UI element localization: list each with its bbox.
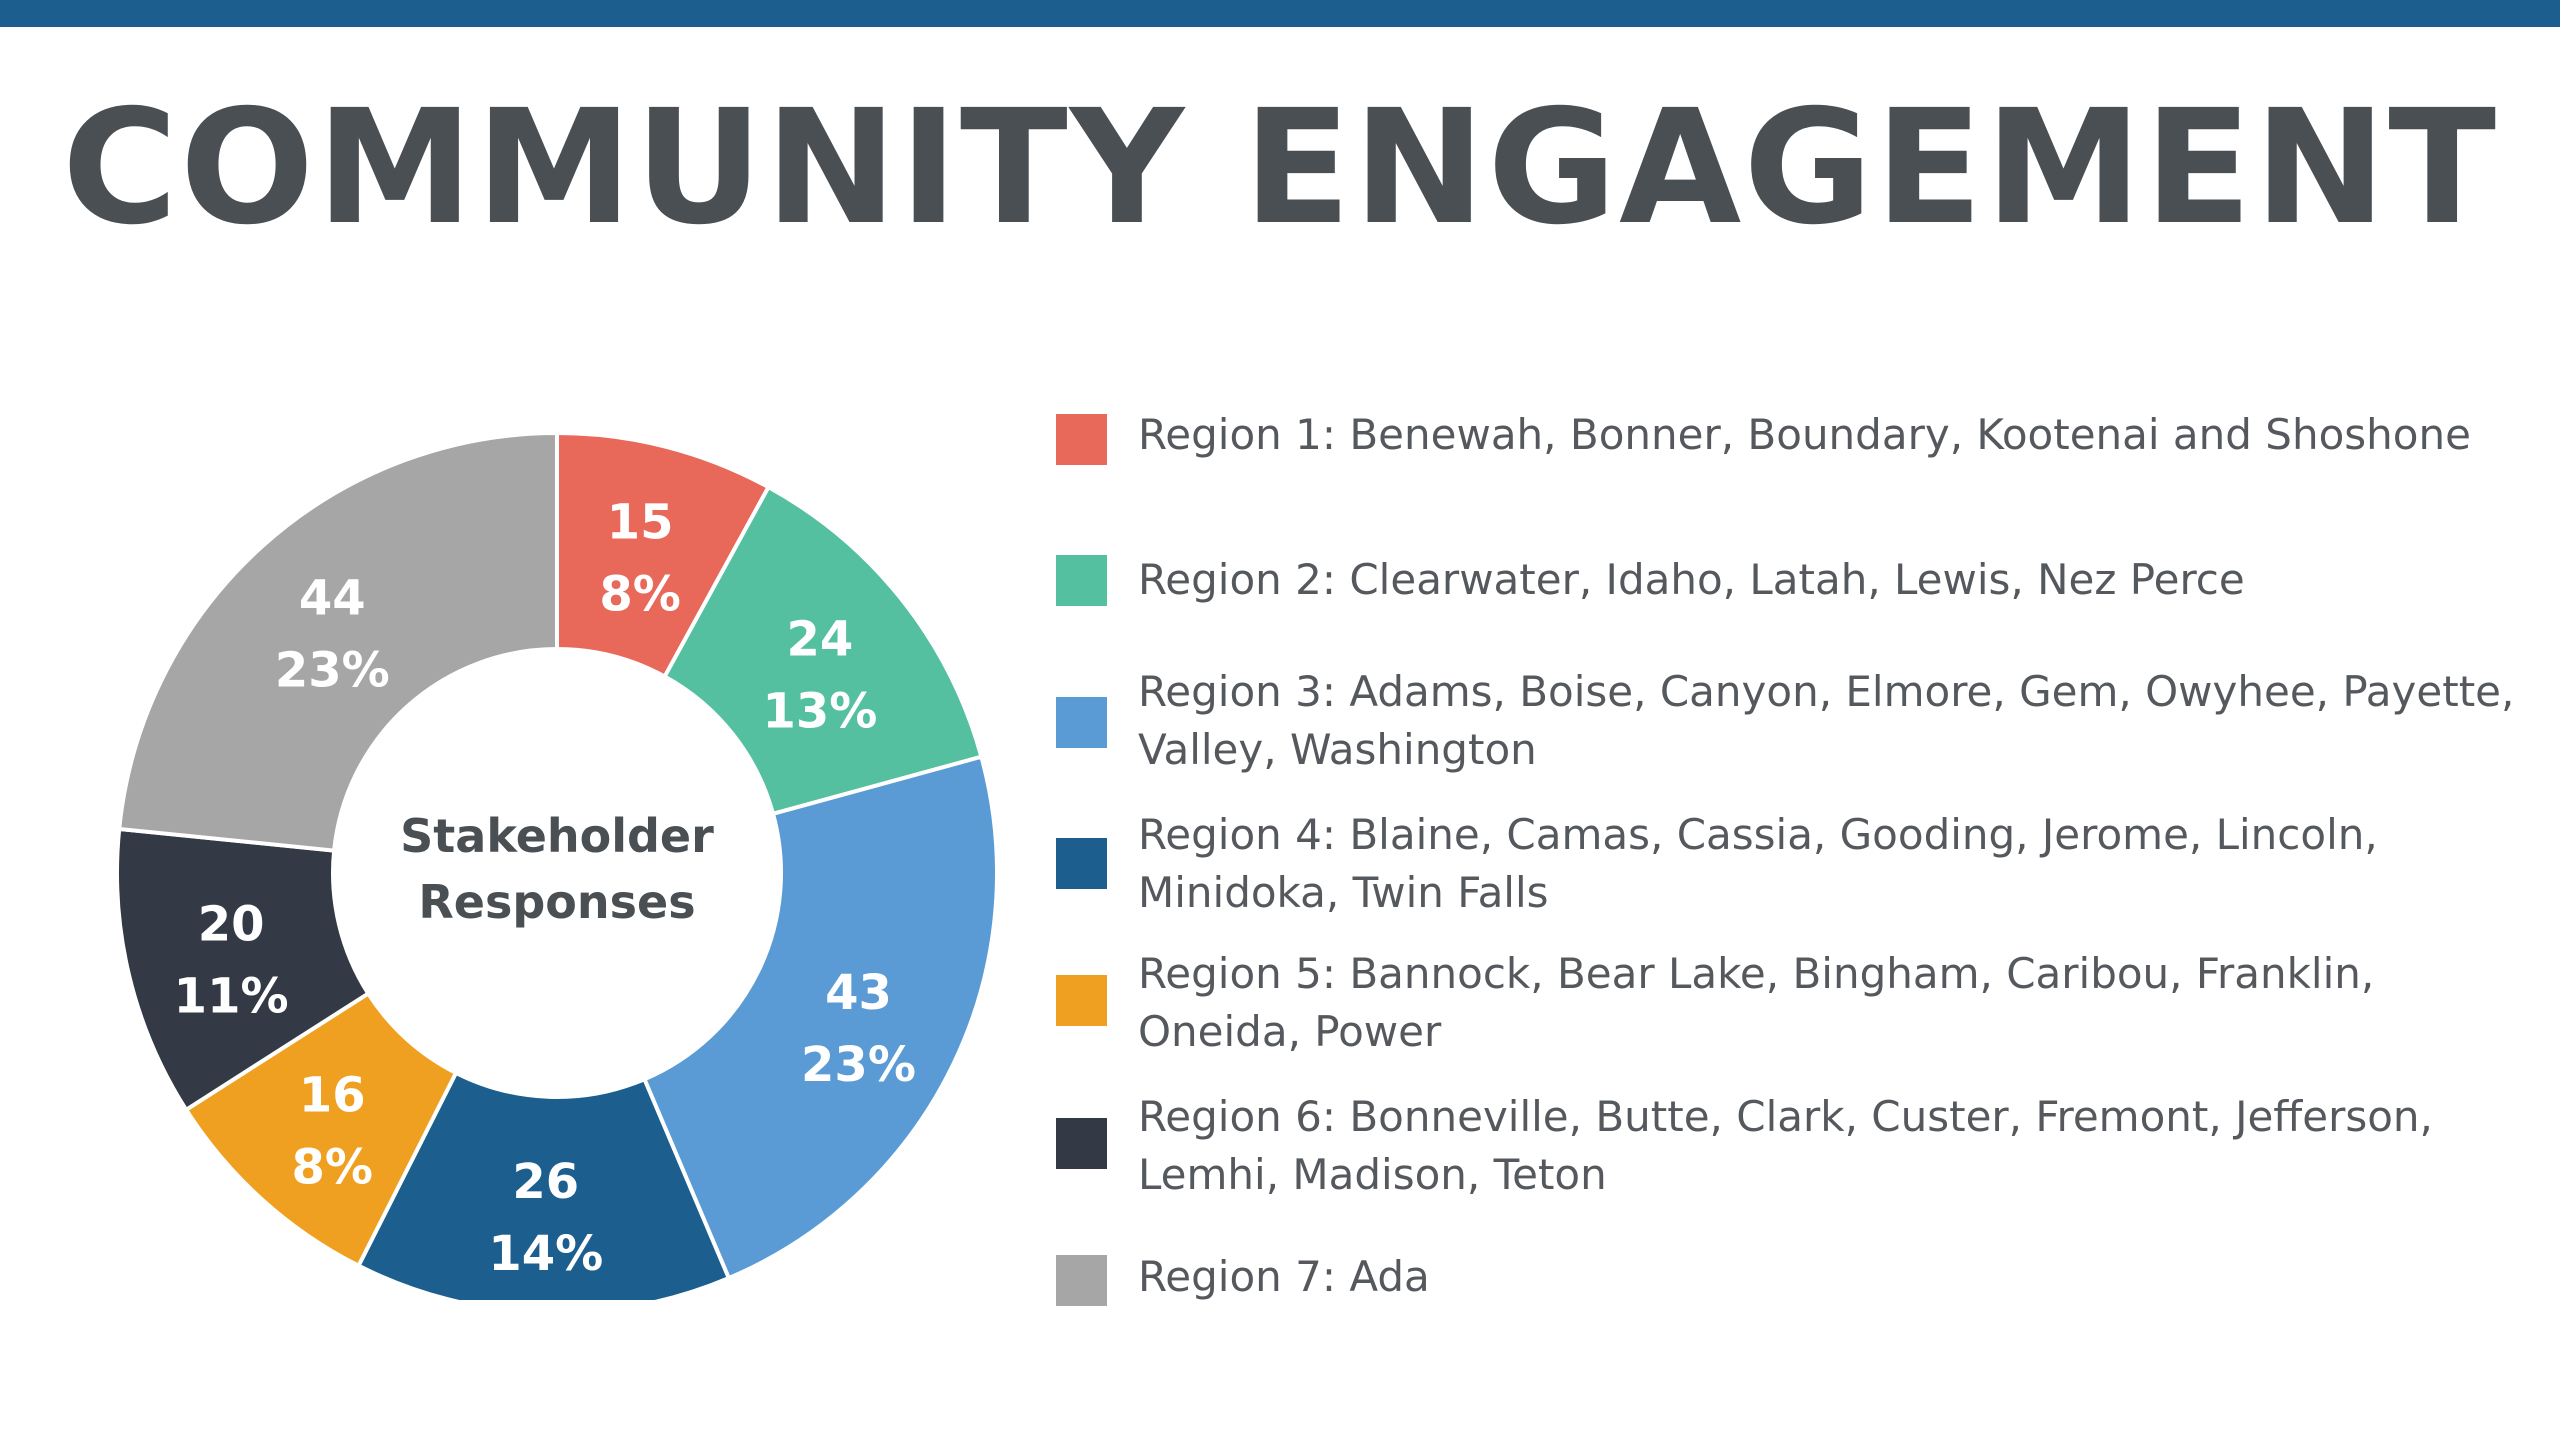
legend-label-region-4: Region 4: Blaine, Camas, Cassia, Gooding… — [1138, 810, 2378, 917]
legend-swatch-region-1 — [1056, 414, 1107, 465]
donut-slice-region-7 — [117, 430, 559, 853]
slice-percent-label-region-6: 11% — [174, 969, 289, 1025]
chart-legend: Region 1: Benewah, Bonner, Boundary, Koo… — [1056, 0, 2536, 1440]
legend-label-region-2: Region 2: Clearwater, Idaho, Latah, Lewi… — [1138, 555, 2245, 604]
slice-value-label-region-4: 26 — [512, 1154, 579, 1210]
slice-value-label-region-3: 43 — [825, 965, 892, 1021]
donut-slice-region-2 — [661, 484, 984, 817]
slice-percent-label-region-7: 23% — [275, 643, 390, 699]
center-label-line-2: Responses — [418, 875, 695, 929]
donut-slices — [115, 430, 999, 1300]
slice-percent-label-region-2: 13% — [762, 683, 877, 739]
slice-value-label-region-7: 44 — [299, 571, 366, 627]
donut-slice-region-3 — [641, 754, 999, 1281]
legend-label-region-1: Region 1: Benewah, Bonner, Boundary, Koo… — [1138, 410, 2471, 459]
legend-swatch-region-2 — [1056, 555, 1107, 606]
donut-slice-labels: 15 8% 24 13% 43 23% 26 14% 16 8% 20 11% 44 23% — [174, 494, 916, 1281]
slice-percent-label-region-4: 14% — [488, 1226, 603, 1282]
slice-percent-label-region-1: 8% — [599, 566, 681, 622]
slice-value-label-region-2: 24 — [787, 611, 854, 667]
legend-swatch-region-3 — [1056, 697, 1107, 748]
legend-swatch-region-7 — [1056, 1255, 1107, 1306]
legend-swatch-region-6 — [1056, 1118, 1107, 1169]
legend-label-region-6: Region 6: Bonneville, Butte, Clark, Cust… — [1138, 1092, 2433, 1199]
legend-label-region-3: Region 3: Adams, Boise, Canyon, Elmore, … — [1138, 667, 2515, 774]
slice-percent-label-region-3: 23% — [801, 1037, 916, 1093]
donut-slice-region-4 — [355, 1070, 732, 1300]
slice-value-label-region-5: 16 — [299, 1067, 366, 1123]
center-label-line-1: Stakeholder — [400, 809, 714, 863]
legend-swatch-region-4 — [1056, 838, 1107, 889]
top-accent-bar — [0, 0, 2560, 27]
slice-percent-label-region-5: 8% — [292, 1139, 374, 1195]
slice-value-label-region-6: 20 — [198, 897, 265, 953]
legend-label-region-5: Region 5: Bannock, Bear Lake, Bingham, C… — [1138, 949, 2375, 1056]
slice-value-label-region-1: 15 — [607, 494, 674, 550]
page-title: COMMUNITY ENGAGEMENT — [61, 76, 2499, 260]
stakeholder-donut-chart: 15 8% 24 13% 43 23% 26 14% 16 8% 20 11% 44 23% Stakeh… — [115, 430, 999, 1300]
legend-swatch-region-5 — [1056, 975, 1107, 1026]
legend-label-region-7: Region 7: Ada — [1138, 1252, 1430, 1301]
